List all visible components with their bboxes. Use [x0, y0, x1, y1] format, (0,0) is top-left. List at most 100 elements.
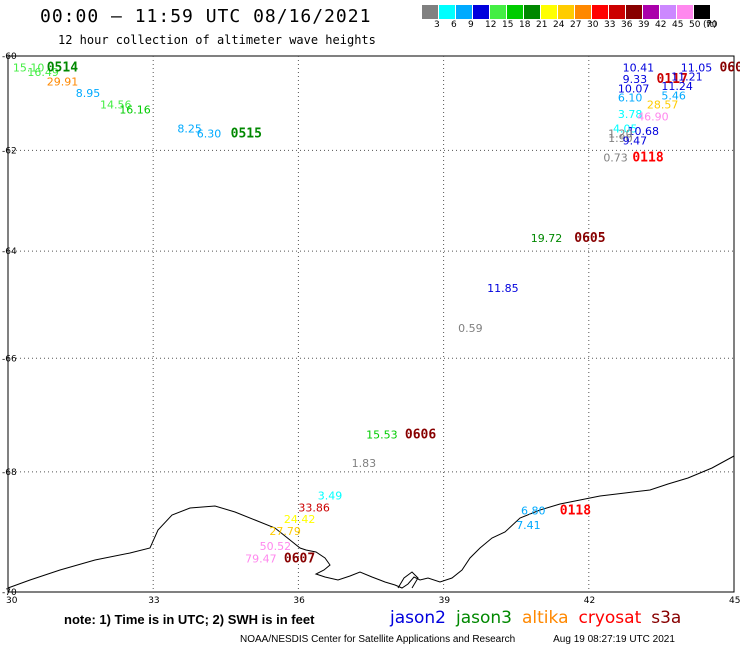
- lon-tick-label: 33: [148, 596, 159, 606]
- satellite-jason2: jason2: [390, 608, 446, 628]
- legend-label-12: 12: [485, 20, 497, 30]
- lat-tick-label: -60: [2, 52, 17, 62]
- wave-height-label: 0.59: [458, 322, 483, 335]
- graticule: [8, 56, 734, 592]
- legend-unit: (ft): [703, 20, 717, 30]
- wave-height-label: 27.79: [269, 525, 301, 538]
- wave-height-label: 79.47: [245, 552, 277, 565]
- wave-height-label: 1.90: [608, 132, 633, 145]
- pass-time-label: 0118: [560, 503, 591, 518]
- legend-label-36: 36: [621, 20, 633, 30]
- legend-swatch-12: [473, 5, 490, 19]
- legend-label-39: 39: [638, 20, 650, 30]
- legend-swatch-9: [456, 5, 473, 19]
- pass-time-label: 0515: [231, 126, 262, 141]
- lat-tick-label: -66: [2, 354, 17, 364]
- legend-swatch-45: [660, 5, 677, 19]
- legend-swatch-24: [541, 5, 558, 19]
- legend-swatch-36: [609, 5, 626, 19]
- legend-swatch-70: [694, 5, 711, 19]
- wave-height-label: 0.73: [603, 152, 628, 165]
- wave-height-label: 46.90: [637, 111, 669, 124]
- legend-label-21: 21: [536, 20, 548, 30]
- footer-credit: NOAA/NESDIS Center for Satellite Applica…: [240, 634, 516, 645]
- pass-time-label: 0117: [657, 72, 688, 87]
- footer: NOAA/NESDIS Center for Satellite Applica…: [240, 634, 675, 645]
- pass-time-label: 0514: [47, 60, 78, 75]
- wave-height-label: 3.78: [618, 108, 643, 121]
- legend-label-30: 30: [587, 20, 599, 30]
- legend-swatch-3: [422, 5, 439, 19]
- axis-tick-labels: 30 33 36 39 42 45 -60 -62 -64 -66 -68 -70: [2, 52, 740, 606]
- lat-tick-label: -70: [2, 588, 17, 598]
- legend-label-50: 50: [689, 20, 701, 30]
- wave-height-legend: 3 6 9 12 15 18 21 24 27 30 33 36 39 42 45 50 70 (ft): [422, 5, 717, 31]
- pass-time-label: 0605: [719, 60, 740, 75]
- lat-tick-label: -64: [2, 247, 17, 257]
- lat-tick-label: -68: [2, 468, 17, 478]
- lon-tick-label: 30: [6, 596, 18, 606]
- wave-height-label: 7.41: [516, 519, 541, 532]
- satellite-altika: altika: [522, 608, 569, 628]
- units-note: note: 1) Time is in UTC; 2) SWH is in fe…: [64, 612, 315, 627]
- map-title: 00:00 — 11:59 UTC 08/16/2021: [40, 6, 372, 27]
- legend-label-33: 33: [604, 20, 616, 30]
- legend-label-42: 42: [655, 20, 667, 30]
- pass-time-label: 0607: [284, 551, 315, 566]
- wave-height-label: 1.20: [608, 127, 633, 140]
- lat-tick-label: -62: [2, 146, 17, 156]
- legend-label-9: 9: [468, 20, 474, 30]
- island: [397, 571, 419, 589]
- footer-timestamp: Aug 19 08:27:19 UTC 2021: [553, 634, 675, 645]
- legend-swatch-42: [643, 5, 660, 19]
- satellite-jason3: jason3: [456, 608, 512, 628]
- lon-tick-label: 39: [439, 596, 451, 606]
- legend-label-6: 6: [451, 20, 457, 30]
- wave-height-label: 6.30: [197, 127, 222, 140]
- wave-height-label: 9.47: [623, 135, 648, 148]
- wave-height-label: 1.83: [352, 457, 377, 470]
- wave-height-label: 15.10: [13, 61, 45, 74]
- wave-height-label: 6.80: [521, 504, 546, 517]
- wave-height-label: 28.57: [647, 99, 679, 112]
- pass-time-label: 0606: [405, 427, 436, 442]
- coastline: [7, 455, 735, 589]
- map-frame: [7, 55, 735, 593]
- wave-height-label: 11.05: [681, 61, 713, 74]
- legend-swatch-21: [524, 5, 541, 19]
- wave-height-label: 9.33: [623, 73, 648, 86]
- wave-height-label: 24.42: [284, 513, 316, 526]
- wave-height-label: 16.16: [119, 103, 151, 116]
- legend-swatch-15: [490, 5, 507, 19]
- legend-label-45: 45: [672, 20, 684, 30]
- lon-tick-label: 45: [729, 596, 740, 606]
- wave-height-label: 19.72: [531, 232, 563, 245]
- legend-labels: 3 6 9 12 15 18 21 24 27 30 33 36 39 42 45 50 70 (ft): [422, 19, 717, 31]
- legend-label-27: 27: [570, 20, 582, 30]
- legend-swatch-39: [626, 5, 643, 19]
- legend-swatch-18: [507, 5, 524, 19]
- legend-swatch-27: [558, 5, 575, 19]
- wave-height-label: 16.49: [27, 66, 59, 79]
- wave-height-label: 5.46: [661, 89, 686, 102]
- wave-height-label: 50.52: [260, 540, 292, 553]
- wave-height-label: 10.41: [623, 61, 655, 74]
- wave-height-label: 10.07: [618, 82, 650, 95]
- wave-height-label: 14.56: [100, 99, 131, 112]
- wave-height-label: 15.53: [366, 428, 398, 441]
- wave-height-label: 33.86: [298, 501, 330, 514]
- wave-height-label: 11.21: [671, 71, 703, 84]
- wave-height-label: 8.95: [76, 87, 101, 100]
- satellite-key: jason2 jason3 altika cryosat s3a: [390, 608, 691, 628]
- satellite-cryosat: cryosat: [578, 608, 642, 628]
- pass-time-label: 0605: [574, 231, 605, 246]
- map-subtitle: 12 hour collection of altimeter wave hei…: [58, 33, 376, 47]
- wave-height-label: 8.25: [177, 123, 202, 136]
- lon-tick-label: 42: [584, 596, 595, 606]
- lon-tick-label: 36: [293, 596, 305, 606]
- legend-label-24: 24: [553, 20, 565, 30]
- legend-swatch-30: [575, 5, 592, 19]
